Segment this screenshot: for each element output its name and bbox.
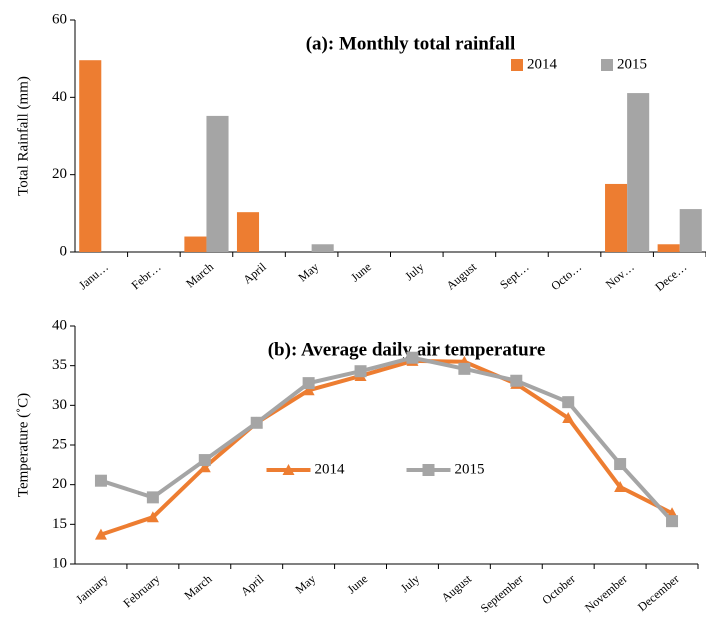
y-tick-label: 35 [52,357,67,373]
y-axis-label: Temperature (˚C) [15,393,31,497]
marker [250,416,263,429]
marker [562,412,575,424]
marker [562,396,575,409]
y-tick-label: 40 [52,317,67,333]
x-tick-label: April [238,571,267,598]
x-tick-label: January [73,572,111,607]
bar [184,236,207,252]
x-tick-label: November [582,572,630,615]
x-tick-label: July [402,260,426,284]
bar [311,244,334,252]
y-tick-label: 20 [52,476,67,492]
marker [146,491,159,504]
y-axis-label: Total Rainfall (mm) [15,76,31,196]
x-tick-label: Sept… [497,260,532,292]
x-tick-label: August [439,571,475,604]
x-tick-label: Janu… [76,260,111,293]
legend-label: 2015 [617,56,647,72]
x-tick-label: Dece… [652,260,689,294]
marker [198,454,211,467]
x-tick-label: July [398,572,422,596]
y-tick-label: 60 [52,11,67,27]
legend-label: 2015 [455,461,485,477]
marker [406,351,419,364]
x-tick-label: Nov… [603,260,637,292]
y-tick-label: 20 [52,166,67,182]
x-tick-label: Febr… [129,260,164,293]
x-tick-label: Octo… [548,260,584,293]
marker [354,365,367,378]
bar [627,93,650,252]
bar [679,209,702,252]
chart-title: (b): Average daily air temperature [268,339,546,360]
marker [146,511,159,523]
marker [198,461,211,473]
legend-swatch [511,59,523,71]
x-tick-label: December [635,572,682,614]
legend-label: 2014 [315,461,346,477]
y-tick-label: 30 [52,397,67,413]
x-tick-label: June [348,260,374,285]
bar [206,115,229,252]
y-tick-label: 40 [52,89,67,105]
bar [605,183,628,252]
line [100,358,673,537]
x-tick-label: June [344,572,370,597]
marker [422,464,435,476]
bar [657,244,680,252]
legend-label: 2014 [527,56,558,72]
marker [282,464,295,475]
y-tick-label: 0 [60,243,68,259]
y-tick-label: 15 [52,516,67,532]
marker [302,377,315,390]
marker [666,515,679,528]
marker [510,374,523,387]
x-tick-label: September [478,572,526,616]
x-tick-label: April [240,259,269,286]
bar [236,212,260,252]
marker [94,474,107,487]
marker [302,384,315,396]
x-tick-label: March [181,572,214,603]
x-tick-label: October [539,572,578,608]
x-tick-label: February [120,572,162,611]
marker [614,458,627,471]
x-tick-label: May [292,572,318,597]
line [100,355,674,523]
y-tick-label: 10 [52,555,67,571]
legend-swatch [601,59,613,71]
x-tick-label: March [183,260,216,291]
marker [458,362,471,375]
x-tick-label: May [295,260,321,285]
y-tick-label: 25 [52,436,67,452]
x-tick-label: August [444,259,480,292]
marker [614,481,627,493]
marker [94,528,107,540]
chart-title: (a): Monthly total rainfall [306,33,516,54]
bar [79,60,102,252]
